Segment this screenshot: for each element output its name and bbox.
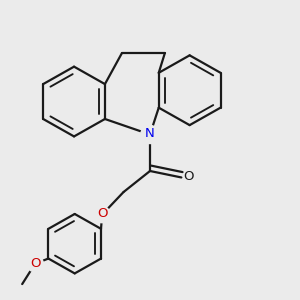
Circle shape <box>27 256 43 272</box>
Text: O: O <box>97 208 108 220</box>
Text: O: O <box>30 257 41 270</box>
Text: N: N <box>145 127 155 140</box>
Circle shape <box>141 125 159 143</box>
Circle shape <box>94 206 110 223</box>
Text: O: O <box>183 170 194 183</box>
